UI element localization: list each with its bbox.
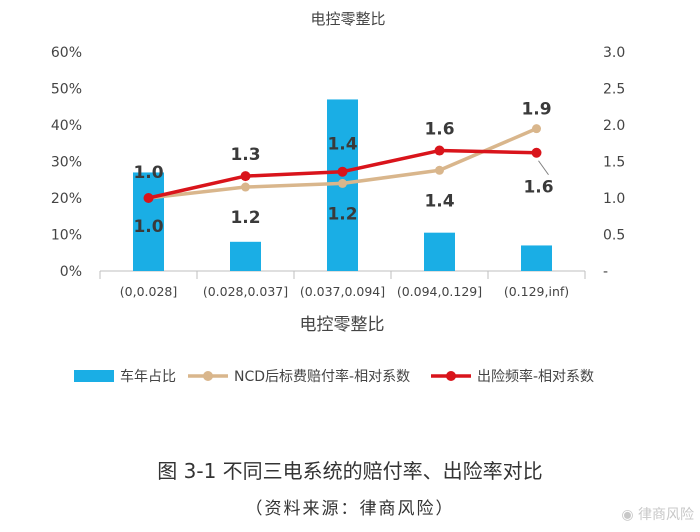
line-series [143,124,542,203]
data-label: 1.0 [133,163,163,183]
data-label: 1.3 [230,145,260,165]
data-label: 1.0 [133,217,163,237]
watermark-text: 律商风险 [638,507,694,523]
legend-marker [446,371,456,381]
bar [133,172,164,271]
y-left-tick-label: 30% [51,155,82,171]
watermark: ◉ 律商风险 [621,504,694,524]
y-right-tick-label: 1.0 [603,191,625,207]
line-point [434,145,445,156]
legend-marker [203,371,213,381]
data-labels: 1.0 1.2 1.2 1.4 1.9 1.0 1.3 1.4 1.6 1.6 [133,100,553,237]
bar [521,245,552,271]
y-right-tick-label: 1.5 [603,155,625,171]
bar [230,241,261,271]
x-tick-label: (0.028,0.037] [203,284,288,299]
chart-title: 电控零整比 [310,10,385,28]
data-label: 1.2 [327,204,357,224]
x-tick-label: (0.094,0.129] [397,284,482,299]
y-left-tick-label: 10% [51,228,82,244]
line-point [435,165,444,175]
bar [424,232,455,271]
x-tick-label: (0.037,0.094] [300,284,385,299]
y-left-tick-label: 0% [60,264,82,280]
line-point [531,147,542,158]
y-right-tick-label: - [603,264,608,280]
y-left-tick-label: 40% [51,118,82,134]
figure-source: （资料来源：律商风险） [245,499,455,519]
line-point [338,178,347,188]
line-point [337,166,348,177]
legend-label: 出险频率-相对系数 [477,368,594,385]
y-right-tick-label: 0.5 [603,228,625,244]
weibo-icon: ◉ [621,507,634,523]
chart: 电控零整比 电控零整比 (0,0.028] (0.028,0.037] (0.037… [51,10,625,385]
data-label: 1.6 [523,178,553,198]
y-left-tick-label: 50% [51,82,82,98]
line-point [143,193,154,203]
legend: 车年占比 NCD后标费赔付率-相对系数 出险频率-相对系数 [74,368,594,385]
y-left-tick-label: 60% [51,45,82,61]
data-label: 1.6 [424,120,454,140]
y-right-tick-label: 2.0 [603,118,625,134]
y-left-tick-label: 20% [51,191,82,207]
data-label: 1.4 [424,191,454,211]
y-right-tick-label: 2.5 [603,82,625,98]
data-label: 1.2 [230,208,260,228]
y-right-tick-label: 3.0 [603,45,625,61]
x-tick-label: (0.129,inf) [504,284,569,299]
x-tick-label: (0,0.028] [120,284,177,299]
axes: (0,0.028] (0.028,0.037] (0.037,0.094] (0.09… [51,45,625,299]
data-label: 1.9 [521,100,551,120]
figure-caption: 图 3-1 不同三电系统的赔付率、出险率对比 [157,459,543,483]
legend-swatch [74,370,114,382]
x-axis-title: 电控零整比 [300,315,385,335]
line-point [532,124,541,134]
line-point [240,171,251,182]
data-label: 1.4 [327,135,357,155]
label-leader-line [538,160,549,176]
legend-label: 车年占比 [120,368,176,385]
line-point [241,182,250,192]
legend-label: NCD后标费赔付率-相对系数 [234,368,410,385]
